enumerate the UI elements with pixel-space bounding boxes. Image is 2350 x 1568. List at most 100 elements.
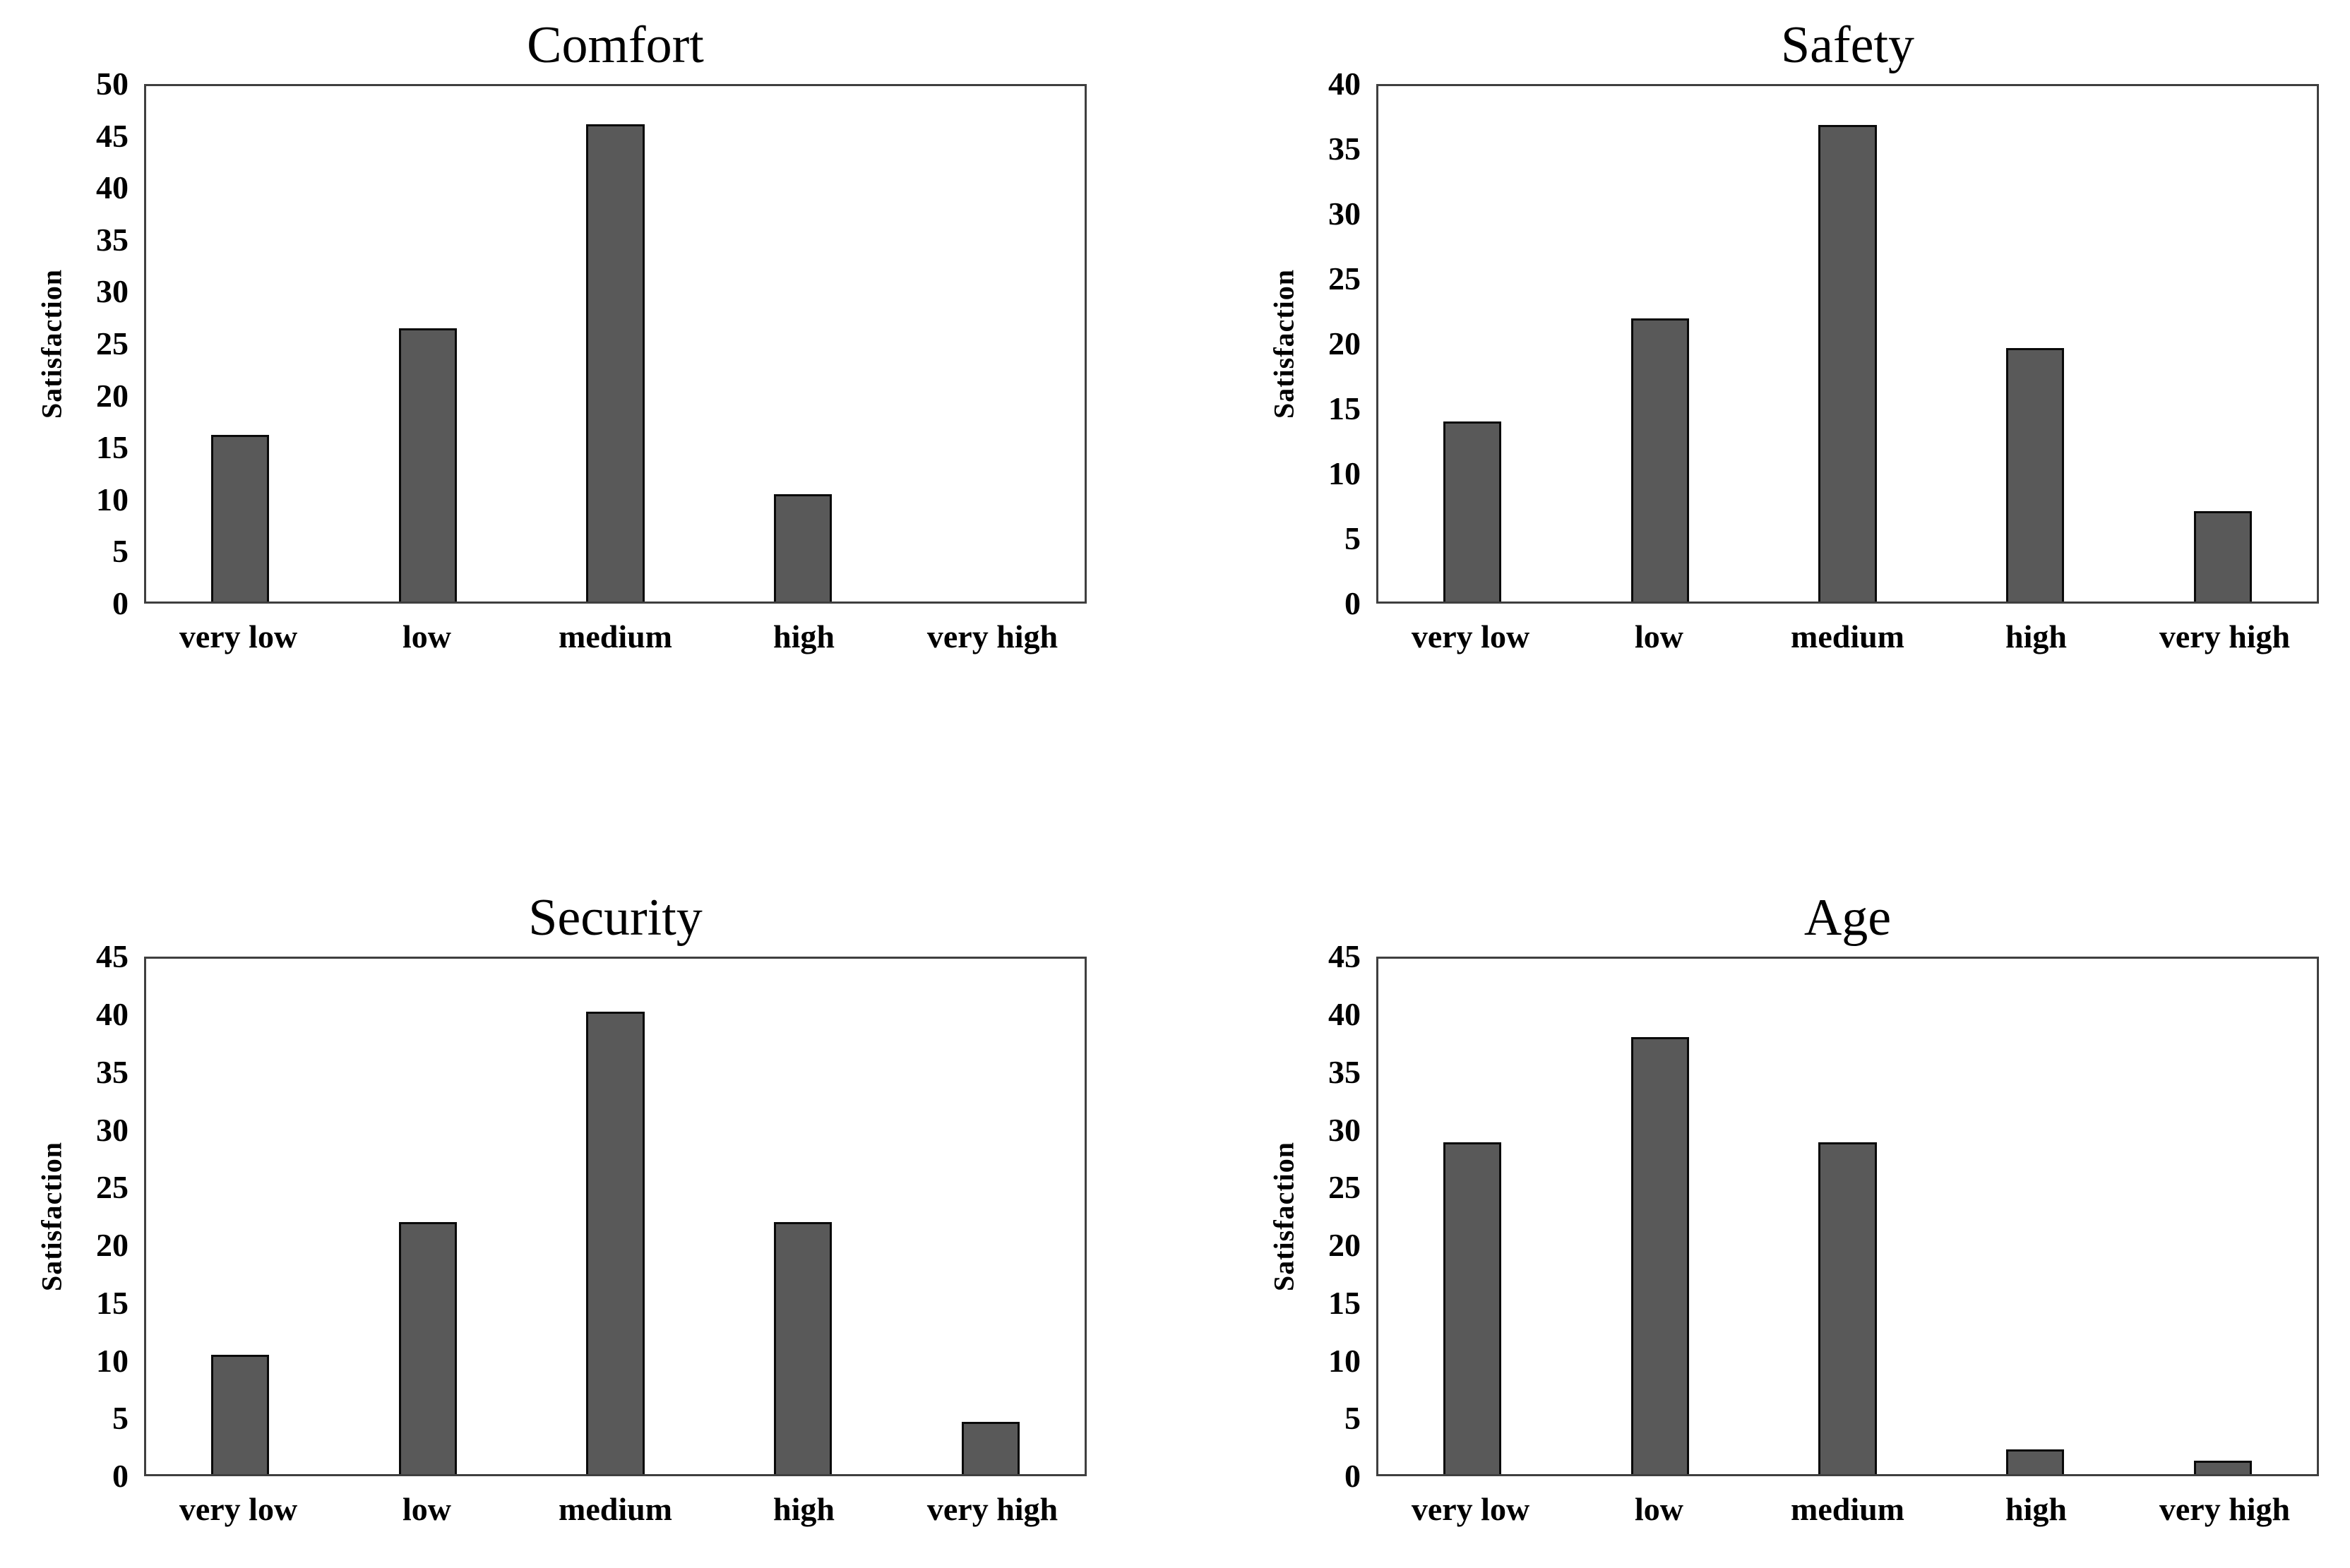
- bar-very-high: [961, 1421, 1020, 1475]
- y-axis-label-column: Satisfaction: [1263, 84, 1304, 604]
- y-tick-label: 20: [96, 377, 129, 414]
- plot-area: [144, 84, 1087, 604]
- y-axis-ticks: 45 40 35 30 25 20 15 10 5 0: [1304, 940, 1376, 1492]
- x-category-label: medium: [1791, 618, 1904, 655]
- bar-high: [774, 494, 833, 602]
- y-tick-label: 0: [112, 1458, 129, 1495]
- x-category-label: low: [1635, 1491, 1683, 1528]
- chart-title: Safety: [1780, 16, 1915, 74]
- bar-very-low: [210, 434, 270, 602]
- y-tick-label: 15: [1328, 1284, 1361, 1321]
- x-category-label: high: [2005, 618, 2067, 655]
- y-tick-label: 15: [1328, 390, 1361, 427]
- plot-area: [1376, 84, 2319, 604]
- bar-low: [398, 328, 457, 602]
- x-category-label: very high: [926, 1491, 1058, 1528]
- y-tick-label: 10: [96, 481, 129, 517]
- y-tick-label: 25: [1328, 1169, 1361, 1206]
- x-category-label: very low: [179, 1491, 298, 1528]
- y-tick-label: 35: [1328, 131, 1361, 167]
- bar-medium: [1818, 1142, 1877, 1475]
- x-axis-category-labels: very low low medium high very high: [1376, 1476, 2319, 1528]
- y-tick-label: 35: [96, 1053, 129, 1090]
- bar-very-low: [1443, 1142, 1502, 1475]
- x-category-label: very high: [2159, 1491, 2291, 1528]
- y-tick-label: 5: [112, 1400, 129, 1437]
- y-axis-label-column: Satisfaction: [31, 84, 72, 604]
- y-tick-label: 45: [96, 938, 129, 975]
- plot-area: [1376, 957, 2319, 1477]
- y-tick-label: 20: [1328, 1227, 1361, 1264]
- y-axis-label: Satisfaction: [1268, 1142, 1300, 1292]
- y-tick-label: 15: [96, 1284, 129, 1321]
- y-tick-label: 30: [96, 273, 129, 310]
- y-tick-label: 50: [96, 66, 129, 102]
- y-axis-label-column: Satisfaction: [1263, 957, 1304, 1476]
- y-tick-label: 40: [1328, 995, 1361, 1032]
- y-axis-label: Satisfaction: [35, 1142, 68, 1292]
- y-tick-label: 25: [1328, 261, 1361, 297]
- y-tick-label: 10: [96, 1342, 129, 1379]
- x-axis-category-labels: very low low medium high very high: [1376, 604, 2319, 655]
- plot-area: [144, 957, 1087, 1477]
- plot-row: Satisfaction 45 40 35 30 25 20 15 10 5 0: [1263, 940, 2319, 1492]
- y-tick-label: 40: [96, 169, 129, 206]
- chart-title: Security: [528, 889, 703, 947]
- y-axis-label: Satisfaction: [35, 269, 68, 419]
- x-category-label: low: [402, 618, 451, 655]
- y-tick-label: 20: [96, 1227, 129, 1264]
- y-axis-label: Satisfaction: [1268, 269, 1300, 419]
- y-tick-label: 40: [96, 995, 129, 1032]
- y-tick-label: 25: [96, 325, 129, 362]
- bar-high: [2006, 347, 2065, 602]
- y-tick-label: 30: [96, 1111, 129, 1148]
- y-axis-label-column: Satisfaction: [31, 957, 72, 1476]
- x-axis-category-labels: very low low medium high very high: [144, 1476, 1087, 1528]
- x-category-label: high: [773, 1491, 835, 1528]
- bar-low: [398, 1222, 457, 1475]
- chart-title: Age: [1803, 889, 1892, 947]
- y-tick-label: 30: [1328, 196, 1361, 232]
- chart-title: Comfort: [527, 16, 704, 74]
- x-category-label: low: [402, 1491, 451, 1528]
- chart-safety: Safety Satisfaction 40 35 30 25 20 15 10 5 0 ver…: [1263, 16, 2319, 655]
- y-tick-label: 45: [1328, 938, 1361, 975]
- y-axis-ticks: 40 35 30 25 20 15 10 5 0: [1304, 68, 1376, 620]
- y-axis-ticks: 45 40 35 30 25 20 15 10 5 0: [72, 940, 144, 1492]
- bar-very-high: [2193, 511, 2253, 602]
- bar-high: [2006, 1449, 2065, 1475]
- bar-low: [1630, 318, 1689, 602]
- x-category-label: very low: [179, 618, 298, 655]
- y-tick-label: 0: [112, 585, 129, 622]
- y-tick-label: 5: [1344, 520, 1361, 557]
- y-tick-label: 35: [1328, 1053, 1361, 1090]
- y-tick-label: 10: [1328, 1342, 1361, 1379]
- plot-row: Satisfaction 40 35 30 25 20 15 10 5 0: [1263, 68, 2319, 620]
- bar-low: [1630, 1036, 1689, 1475]
- x-category-label: high: [2005, 1491, 2067, 1528]
- y-tick-label: 20: [1328, 325, 1361, 362]
- y-tick-label: 40: [1328, 66, 1361, 102]
- y-tick-label: 10: [1328, 455, 1361, 492]
- bar-medium: [586, 124, 645, 602]
- y-tick-label: 15: [96, 429, 129, 466]
- charts-grid: Comfort Satisfaction 50 45 40 35 30 25 20 15 10 5…: [31, 16, 2319, 1528]
- x-category-label: very high: [926, 618, 1058, 655]
- y-tick-label: 0: [1344, 585, 1361, 622]
- bar-very-high: [2193, 1460, 2253, 1475]
- y-tick-label: 5: [112, 533, 129, 570]
- chart-security: Security Satisfaction 45 40 35 30 25 20 15 10 5 0…: [31, 888, 1087, 1528]
- x-axis-category-labels: very low low medium high very high: [144, 604, 1087, 655]
- x-category-label: medium: [559, 1491, 672, 1528]
- chart-comfort: Comfort Satisfaction 50 45 40 35 30 25 20 15 10 5…: [31, 16, 1087, 655]
- chart-age: Age Satisfaction 45 40 35 30 25 20 15 10 5 0 very…: [1263, 888, 2319, 1528]
- y-tick-label: 25: [96, 1169, 129, 1206]
- plot-row: Satisfaction 45 40 35 30 25 20 15 10 5 0: [31, 940, 1087, 1492]
- y-tick-label: 30: [1328, 1111, 1361, 1148]
- x-category-label: medium: [559, 618, 672, 655]
- x-category-label: very low: [1411, 1491, 1530, 1528]
- bar-high: [774, 1222, 833, 1475]
- x-category-label: medium: [1791, 1491, 1904, 1528]
- x-category-label: high: [773, 618, 835, 655]
